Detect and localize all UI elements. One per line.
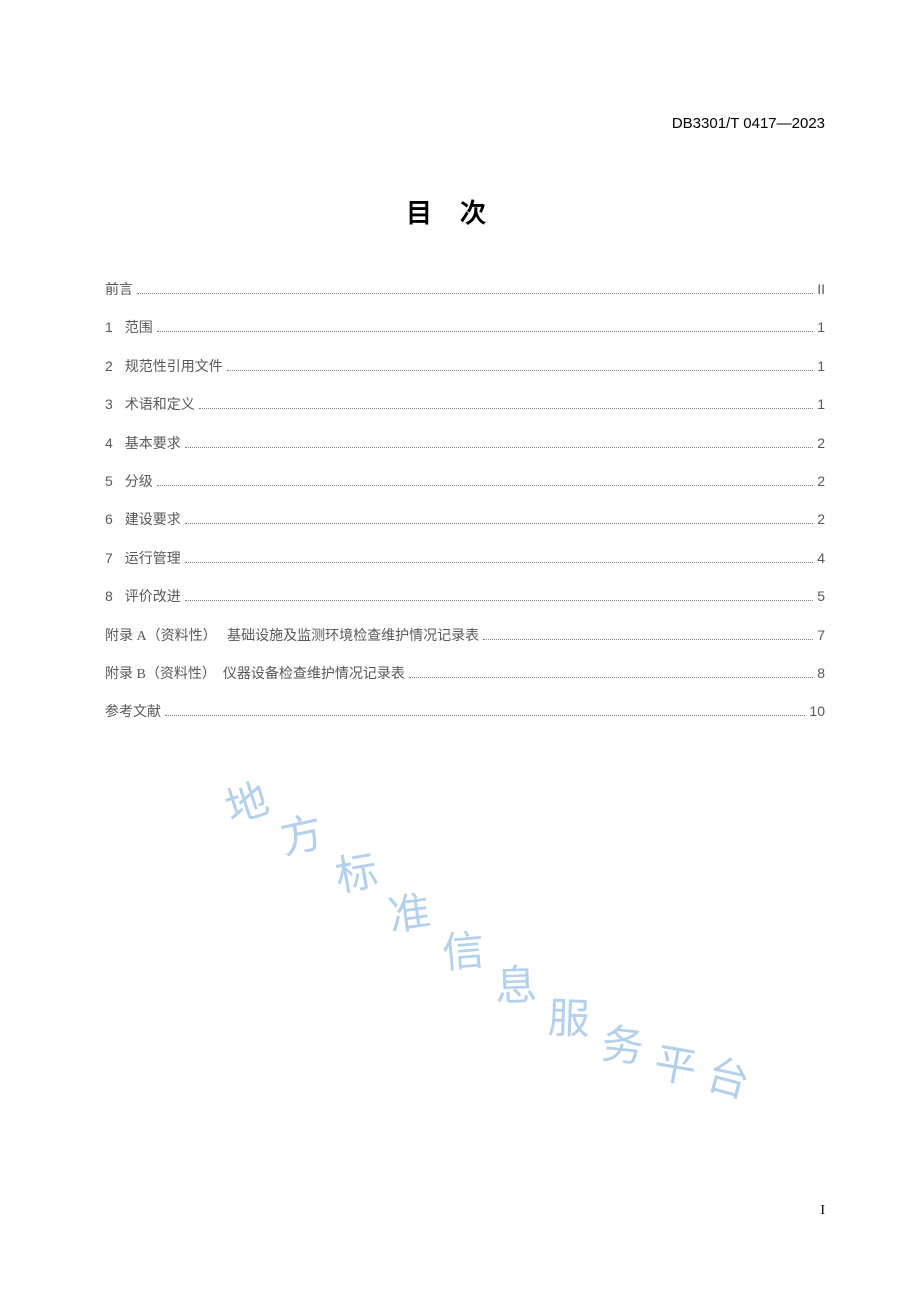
toc-dots <box>165 715 805 716</box>
toc-item-label: 附录 A（资料性） 基础设施及监测环境检查维护情况记录表 <box>105 626 479 648</box>
watermark-char: 标 <box>330 837 382 904</box>
watermark-char: 平 <box>650 1029 702 1096</box>
toc-item-page: 5 <box>817 585 825 607</box>
toc-item-label: 参考文献 <box>105 702 161 724</box>
toc-item-page: 2 <box>817 470 825 492</box>
toc-dots <box>137 293 813 294</box>
toc-item: 8 评价改进 5 <box>105 585 825 609</box>
watermark-char: 服 <box>547 984 591 1046</box>
toc-item-page: 8 <box>817 662 825 684</box>
table-of-contents: 前言 II 1 范围 1 2 规范性引用文件 1 3 术语和定义 1 4 基本要求 2 5 分级 2 6 建设要求 2… <box>105 278 825 739</box>
toc-dots <box>185 523 813 524</box>
toc-dots <box>483 639 813 640</box>
toc-item-page: 10 <box>809 700 825 722</box>
document-code: DB3301/T 0417—2023 <box>672 115 825 132</box>
toc-item-page: 2 <box>817 432 825 454</box>
toc-item-number: 4 <box>105 432 113 454</box>
toc-item-page: 2 <box>817 508 825 530</box>
toc-item: 5 分级 2 <box>105 470 825 494</box>
watermark-char: 准 <box>384 877 434 943</box>
toc-item-page: 1 <box>817 316 825 338</box>
toc-item-label: 分级 <box>125 472 153 494</box>
toc-item: 附录 B（资料性） 仪器设备检查维护情况记录表 8 <box>105 662 825 686</box>
watermark-char: 地 <box>217 765 276 836</box>
toc-item-number: 8 <box>105 585 113 607</box>
toc-item-number: 5 <box>105 470 113 492</box>
toc-item-page: 7 <box>817 624 825 646</box>
toc-dots <box>157 331 813 332</box>
watermark-char: 信 <box>439 916 486 980</box>
watermark-char: 台 <box>701 1041 757 1111</box>
toc-item-label: 运行管理 <box>125 549 181 571</box>
toc-item: 7 运行管理 4 <box>105 547 825 571</box>
toc-item: 4 基本要求 2 <box>105 432 825 456</box>
toc-item: 3 术语和定义 1 <box>105 393 825 417</box>
toc-item-label: 前言 <box>105 280 133 302</box>
toc-item-number: 2 <box>105 355 113 377</box>
toc-dots <box>185 562 813 563</box>
toc-item-page: II <box>817 278 825 300</box>
toc-item-page: 4 <box>817 547 825 569</box>
toc-dots <box>185 600 813 601</box>
toc-dots <box>199 408 813 409</box>
toc-item-number: 1 <box>105 316 113 338</box>
toc-item-number: 6 <box>105 508 113 530</box>
watermark-char: 息 <box>494 951 538 1013</box>
page-title: 目次 <box>0 193 920 230</box>
toc-item: 前言 II <box>105 278 825 302</box>
watermark-char: 务 <box>599 1010 647 1075</box>
toc-item-label: 规范性引用文件 <box>125 357 223 379</box>
watermark-char: 方 <box>274 798 328 866</box>
toc-item-label: 基本要求 <box>125 434 181 456</box>
toc-item-number: 7 <box>105 547 113 569</box>
toc-item-page: 1 <box>817 393 825 415</box>
toc-item-page: 1 <box>817 355 825 377</box>
toc-item-label: 附录 B（资料性） 仪器设备检查维护情况记录表 <box>105 664 405 686</box>
toc-item: 附录 A（资料性） 基础设施及监测环境检查维护情况记录表 7 <box>105 624 825 648</box>
toc-item-label: 范围 <box>125 318 153 340</box>
toc-dots <box>157 485 813 486</box>
toc-item-number: 3 <box>105 393 113 415</box>
toc-item: 1 范围 1 <box>105 316 825 340</box>
page-number: I <box>820 1203 825 1219</box>
toc-item-label: 术语和定义 <box>125 395 195 417</box>
toc-item-label: 建设要求 <box>125 510 181 532</box>
toc-item-label: 评价改进 <box>125 587 181 609</box>
toc-item: 6 建设要求 2 <box>105 508 825 532</box>
toc-item: 参考文献 10 <box>105 700 825 724</box>
watermark: 地方标准信息服务平台 <box>200 740 720 1080</box>
toc-item: 2 规范性引用文件 1 <box>105 355 825 379</box>
toc-dots <box>185 447 813 448</box>
toc-dots <box>227 370 813 371</box>
toc-dots <box>409 677 813 678</box>
